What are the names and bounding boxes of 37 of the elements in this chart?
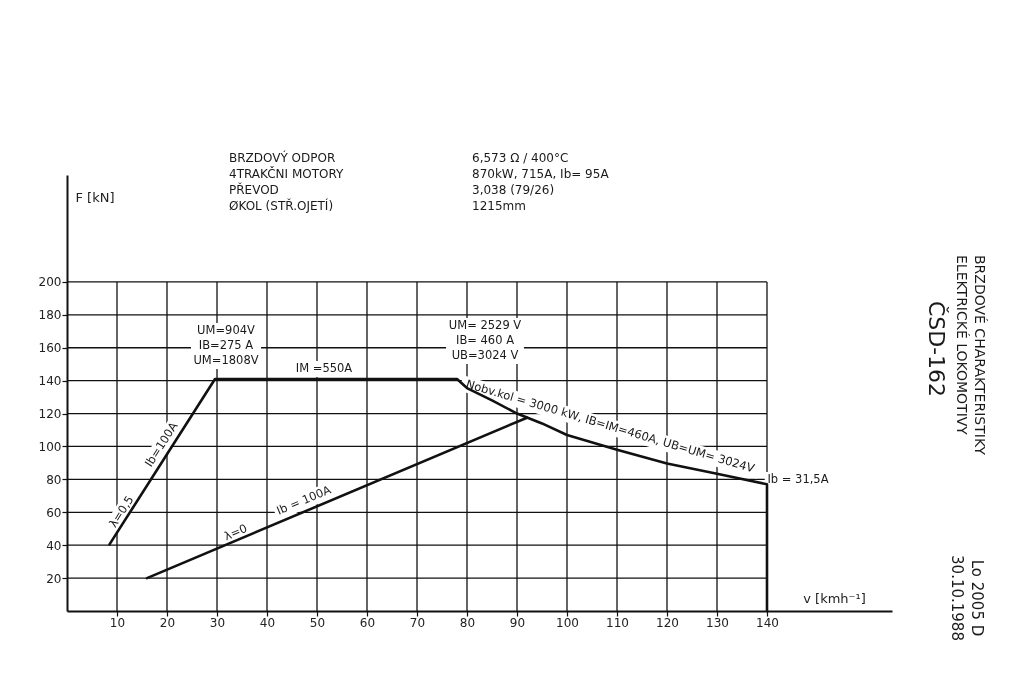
annotation: UM=904V IB=275 A UM=1808V bbox=[193, 323, 259, 367]
annotation: Ib = 31,5A bbox=[767, 472, 829, 486]
x-tick-label: 40 bbox=[259, 615, 276, 630]
y-tick-label: 140 bbox=[38, 374, 62, 389]
x-tick-label: 50 bbox=[309, 615, 326, 630]
x-tick-label: 80 bbox=[459, 615, 476, 630]
annotation: Ib = 100A bbox=[274, 482, 333, 518]
y-tick-label: 200 bbox=[38, 275, 62, 290]
text: ČSD-162 bbox=[924, 300, 949, 398]
y-tick-label: 80 bbox=[46, 472, 62, 487]
text: BRZDOVÉ CHARAKTERISTIKY ELEKTRICKÉ LOKOMOTIVY bbox=[954, 255, 988, 456]
y-tick-label: 180 bbox=[38, 308, 62, 323]
x-tick-label: 70 bbox=[409, 615, 426, 630]
annotation: λ=0 bbox=[221, 521, 250, 544]
y-tick-label: 60 bbox=[46, 505, 62, 520]
y-axis-title: F [kN] bbox=[75, 189, 115, 205]
x-tick-label: 110 bbox=[606, 615, 629, 630]
y-tick-label: 40 bbox=[46, 538, 62, 553]
x-tick-label: 10 bbox=[109, 615, 126, 630]
annotation: BRZDOVÝ ODPOR 4TRAKČNI MOTORY PŘEVOD ØKOL (STŘ.OJETÍ) bbox=[229, 150, 345, 213]
text: Lo 2005 D 30.10.1988 bbox=[948, 555, 986, 641]
x-tick-label: 60 bbox=[359, 615, 376, 630]
x-tick-label: 130 bbox=[706, 615, 729, 630]
x-tick-label: 20 bbox=[159, 615, 176, 630]
x-tick-label: 120 bbox=[656, 615, 679, 630]
x-tick-label: 30 bbox=[209, 615, 226, 630]
annotation: UM= 2529 V IB= 460 A UB=3024 V bbox=[448, 318, 522, 362]
annotation: 6,573 Ω / 400°C 870kW, 715A, Ib= 95A 3,038 (79/26) 1215mm bbox=[472, 151, 610, 213]
y-tick-label: 120 bbox=[38, 407, 62, 422]
x-tick-label: 140 bbox=[756, 615, 779, 630]
y-tick-label: 20 bbox=[46, 571, 62, 586]
y-tick-label: 160 bbox=[38, 341, 62, 356]
annotation: IM =550A bbox=[295, 361, 353, 375]
x-tick-label: 90 bbox=[509, 615, 526, 630]
x-axis-title: v [kmh⁻¹] bbox=[803, 590, 866, 606]
y-tick-label: 100 bbox=[38, 439, 62, 454]
x-tick-label: 100 bbox=[556, 615, 579, 630]
